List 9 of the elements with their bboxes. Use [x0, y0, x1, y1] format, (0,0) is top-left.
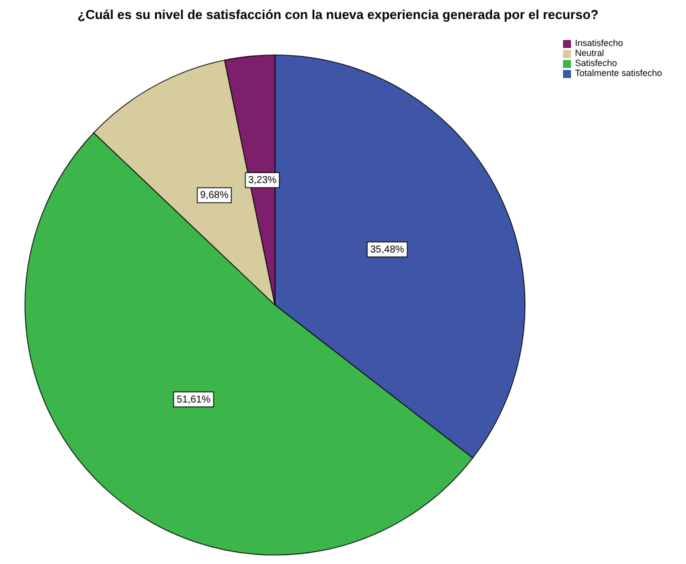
data-label: 3,23% — [248, 175, 277, 186]
data-label: 35,48% — [370, 244, 404, 256]
data-label: 51,61% — [176, 394, 211, 406]
legend-label: Neutral — [574, 48, 604, 58]
data-label: 9,68% — [200, 190, 229, 202]
legend-label: Totalmente satisfecho — [574, 68, 662, 78]
chart-title: ¿Cuál es su nivel de satisfacción con la nueva experiencia generada por el recurso? — [76, 7, 600, 24]
legend-label: Satisfecho — [574, 58, 617, 68]
legend-label: Insatisfecho — [574, 38, 623, 48]
